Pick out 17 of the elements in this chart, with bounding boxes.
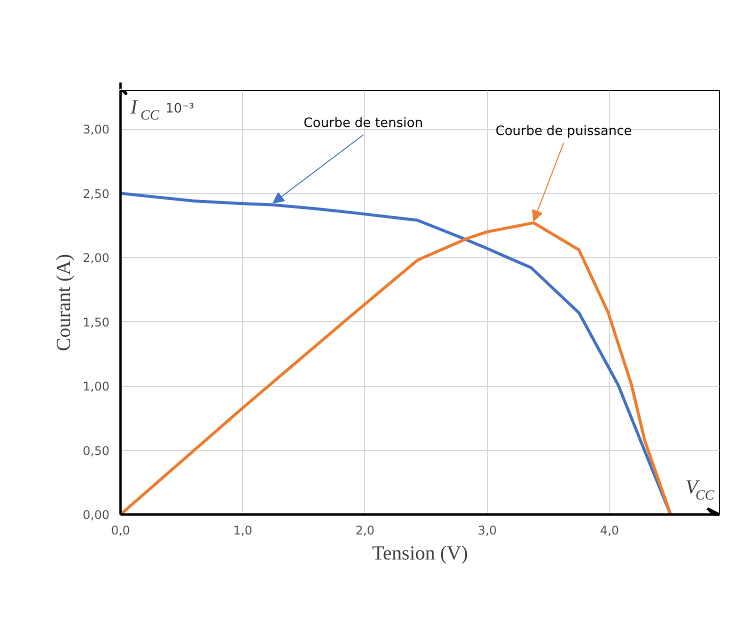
y-tick-label: 0,00 — [82, 508, 110, 522]
x-tick-label: 3,0 — [478, 524, 497, 538]
x-tick-label: 4,0 — [600, 524, 620, 538]
y-tick-label: 2,00 — [82, 251, 110, 266]
annotation: 10⁻³ — [166, 102, 194, 116]
y-tick-label: 2,50 — [82, 186, 110, 201]
y-tick-label: 1,50 — [82, 315, 110, 330]
x-tick-label: 2,0 — [355, 524, 375, 538]
text: Courbe de tension — [304, 116, 423, 131]
text: Courbe de puissance — [496, 124, 632, 139]
x-tick-label: 0,0 — [110, 524, 130, 538]
y-axis-title: Courant (A) — [52, 254, 75, 352]
y-tick-label: 0,50 — [82, 444, 110, 458]
y-tick-label: 3,00 — [82, 122, 110, 137]
y-tick-label: 1,00 — [82, 380, 110, 394]
x-tick-label: 1,0 — [233, 524, 252, 538]
x-axis-title: Tension (V) — [372, 542, 468, 564]
